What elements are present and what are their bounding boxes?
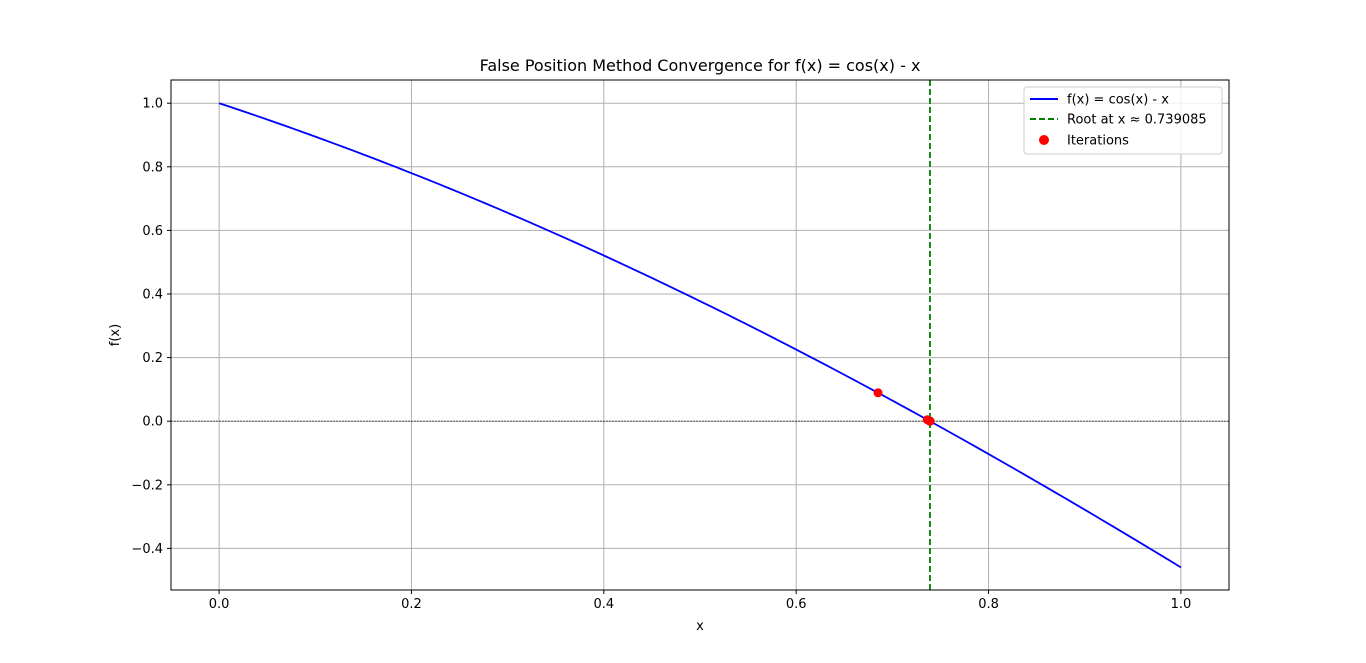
legend-iterations-swatch [1039, 135, 1049, 145]
iteration-point [873, 388, 883, 398]
y-tick-label: 0.4 [142, 287, 163, 302]
legend: f(x) = cos(x) - x Root at x ≈ 0.739085 I… [1023, 86, 1223, 155]
legend-box [1023, 86, 1223, 155]
legend-iterations-label: Iterations [1067, 134, 1129, 149]
plot-frame [170, 79, 1230, 591]
grid [171, 80, 1229, 590]
x-axis-label: x [696, 619, 704, 634]
function-curve [218, 102, 1182, 569]
y-tick-label: 0.8 [142, 160, 163, 175]
x-tick-label: 0.4 [593, 597, 614, 612]
chart-title: False Position Method Convergence for f(… [480, 56, 921, 75]
legend-root-label: Root at x ≈ 0.739085 [1067, 113, 1207, 128]
x-tick-label: 0.6 [786, 597, 807, 612]
iteration-points [873, 388, 935, 426]
y-tick-label: 0.6 [142, 224, 163, 239]
ticks: 0.0 0.2 0.4 0.6 0.8 1.0 −0.4 −0.2 0.0 0.2 0.4 0.6 0.… [131, 97, 1191, 612]
y-tick-label: 0.2 [142, 351, 163, 366]
y-axis-label: f(x) [108, 324, 123, 346]
x-tick-label: 1.0 [1171, 597, 1192, 612]
y-tick-label: 1.0 [142, 97, 163, 112]
x-tick-label: 0.8 [978, 597, 999, 612]
y-tick-label: −0.2 [131, 478, 163, 493]
x-tick-label: 0.2 [401, 597, 422, 612]
iteration-point [925, 416, 935, 426]
y-tick-label: 0.0 [142, 415, 163, 430]
y-tick-label: −0.4 [131, 542, 163, 557]
series [218, 102, 1182, 569]
legend-function-label: f(x) = cos(x) - x [1067, 93, 1169, 108]
x-tick-label: 0.0 [209, 597, 230, 612]
